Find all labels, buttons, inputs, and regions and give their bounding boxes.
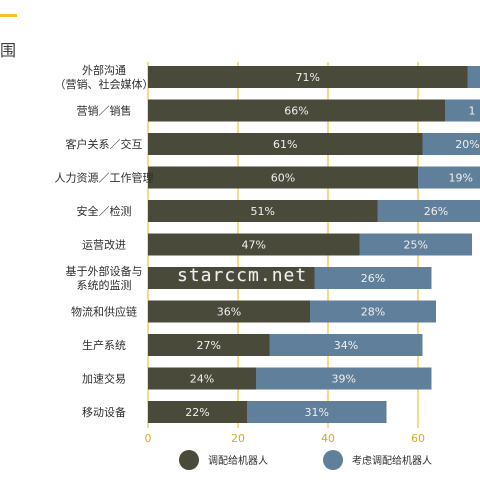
- bar-segment-deployed: [148, 200, 378, 222]
- data-label: 34%: [334, 339, 358, 352]
- data-label: 61%: [273, 138, 297, 151]
- bar-segment-considering: [422, 133, 480, 155]
- bar-segment-deployed: [148, 267, 315, 289]
- category-label: 营销／销售: [77, 104, 132, 118]
- data-label: 19%: [449, 172, 473, 185]
- data-label: 20%: [455, 138, 479, 151]
- bar-segment-considering: [314, 267, 432, 289]
- watermark: starccm.net: [177, 265, 308, 286]
- bar-segment-considering: [359, 233, 472, 256]
- data-label: 22%: [185, 406, 209, 419]
- category-label: 移动设备: [82, 405, 126, 419]
- bar-segment-deployed: [148, 300, 310, 323]
- category-label: 生产系统: [82, 338, 126, 352]
- bar-segment-considering: [247, 401, 387, 423]
- data-label: 27%: [197, 339, 221, 352]
- category-label: 外部沟通: [82, 63, 126, 77]
- data-label: 47%: [242, 239, 266, 252]
- data-label: 24%: [190, 373, 214, 386]
- data-label: 26%: [361, 272, 385, 285]
- bar-segment-considering: [256, 367, 432, 390]
- category-label: （营销、社会媒体）: [55, 77, 154, 91]
- category-label: 物流和供应链: [71, 305, 137, 319]
- category-label: 基于外部设备与: [66, 264, 143, 278]
- legend-layer: 调配给机器人 考虑调配给机器人: [179, 450, 432, 470]
- data-label: 31%: [305, 406, 329, 419]
- bars-layer: [148, 66, 480, 423]
- accent-bar: [0, 14, 17, 17]
- bar-segment-considering: [445, 99, 480, 122]
- x-tick-label: 60: [411, 432, 425, 445]
- bar-segment-deployed: [148, 99, 445, 122]
- bar-segment-deployed: [148, 334, 270, 356]
- legend-label: 考虑调配给机器人: [352, 454, 432, 467]
- data-label: 1: [469, 105, 476, 118]
- category-label: 客户关系／交互: [66, 137, 143, 151]
- data-label: 39%: [332, 373, 356, 386]
- data-label: 28%: [361, 306, 385, 319]
- bar-segment-considering: [310, 300, 436, 323]
- legend-label: 调配给机器人: [208, 454, 268, 467]
- category-label: 人力资源／工作管理: [55, 171, 154, 185]
- page-title-fragment: 围: [0, 41, 17, 60]
- data-label: 60%: [271, 172, 295, 185]
- x-tick-label: 40: [321, 432, 335, 445]
- x-tick-label: 0: [145, 432, 152, 445]
- category-label: 运营改进: [82, 238, 126, 252]
- x-tick-label: 20: [231, 432, 245, 445]
- category-label: 加速交易: [82, 372, 126, 386]
- data-label: 26%: [424, 205, 448, 218]
- data-label: 66%: [284, 105, 308, 118]
- bar-segment-deployed: [148, 233, 360, 256]
- bar-segment-considering: [467, 66, 480, 88]
- bar-segment-considering: [418, 166, 480, 189]
- legend-swatch: [179, 450, 199, 470]
- bar-segment-deployed: [148, 367, 256, 390]
- bar-segment-considering: [377, 200, 480, 222]
- bar-segment-considering: [269, 334, 423, 356]
- data-label: 36%: [217, 306, 241, 319]
- labels-layer: 外部沟通（营销、社会媒体） 营销／销售客户关系／交互人力资源／工作管理安全／检测运…: [55, 63, 480, 419]
- bar-segment-deployed: [148, 133, 423, 155]
- category-label: 安全／检测: [77, 204, 132, 218]
- bar-segment-deployed: [148, 166, 418, 189]
- category-label: 系统的监测: [77, 278, 132, 292]
- data-label: 51%: [251, 205, 275, 218]
- bar-segment-deployed: [148, 66, 468, 88]
- legend-swatch: [323, 450, 343, 470]
- data-label: 71%: [296, 71, 320, 84]
- bar-segment-deployed: [148, 401, 247, 423]
- data-label: 25%: [404, 239, 428, 252]
